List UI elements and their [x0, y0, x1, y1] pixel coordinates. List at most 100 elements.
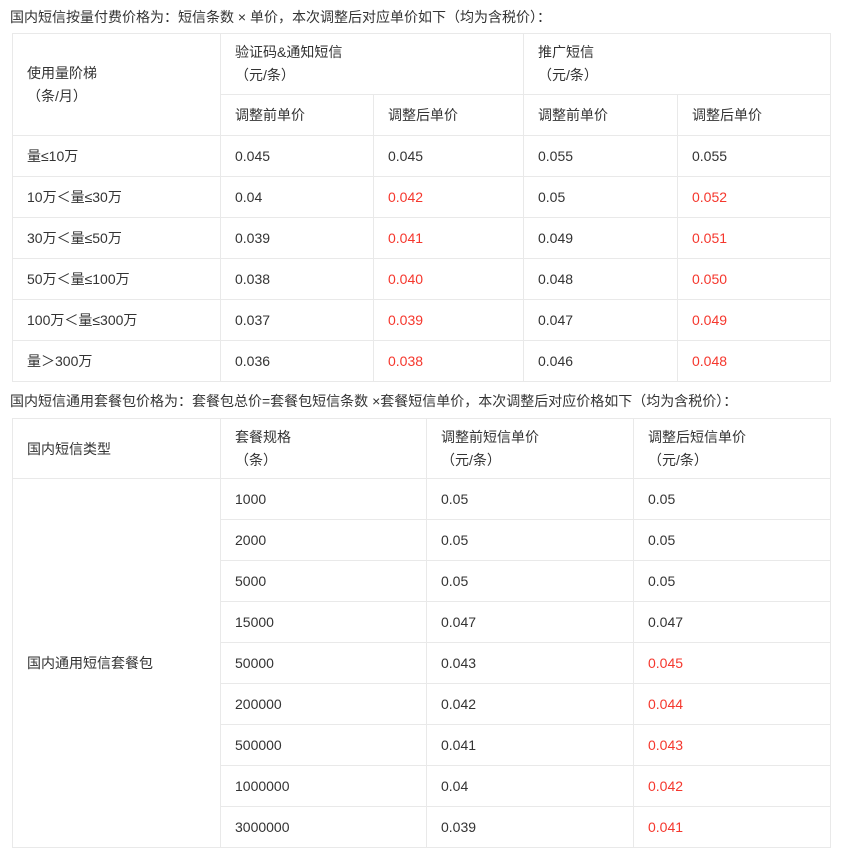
price-cell: 0.048: [523, 258, 678, 300]
price-cell: 0.05: [426, 560, 634, 602]
intro-package-pricing: 国内短信通用套餐包价格为：套餐包总价=套餐包短信条数 ×套餐短信单价，本次调整后…: [10, 393, 738, 409]
price-cell: 0.041: [373, 217, 524, 259]
group-unit: （元/条）: [235, 67, 295, 83]
price-cell: 0.044: [633, 683, 831, 725]
price-cell: 0.047: [426, 601, 634, 643]
usage-tier-header-line2: （条/月）: [27, 87, 87, 104]
price-cell: 0.051: [676, 217, 832, 259]
package-pricing-table: 国内短信类型 套餐规格 （条） 调整前短信单价 （元/条） 调整后短信单价 （元…: [12, 418, 831, 848]
price-cell: 0.040: [373, 258, 524, 300]
price-cell: 0.046: [523, 340, 678, 382]
price-cell: 0.04: [426, 765, 634, 807]
table-row: 5000 0.05 0.05: [13, 560, 831, 602]
usage-tier-header-line1: 使用量阶梯: [27, 64, 97, 81]
table-row: 200000 0.042 0.044: [13, 683, 831, 725]
table-row: 500000 0.041 0.043: [13, 724, 831, 766]
tier-cell: 量＞300万: [12, 340, 221, 382]
header-line1: 调整前短信单价: [441, 428, 539, 445]
tier-cell: 30万＜量≤50万: [12, 217, 221, 259]
after-price-header-cell: 调整后短信单价 （元/条）: [633, 418, 831, 479]
price-cell: 0.043: [426, 642, 634, 684]
tier-cell: 100万＜量≤300万: [12, 299, 221, 341]
price-cell: 0.05: [426, 478, 634, 520]
price-cell: 0.04: [220, 176, 374, 218]
price-cell: 0.045: [633, 642, 831, 684]
subheader-before-price: 调整前单价: [523, 94, 678, 136]
table-row: 1000000 0.04 0.042: [13, 765, 831, 807]
price-cell: 0.042: [373, 176, 524, 218]
table-row: 100万＜量≤300万 0.037 0.039 0.047 0.049: [12, 299, 832, 341]
spec-cell: 5000: [220, 560, 427, 602]
price-cell: 0.045: [373, 135, 524, 177]
table-row: 50000 0.043 0.045: [13, 642, 831, 684]
header-line2: （元/条）: [648, 451, 708, 468]
price-cell: 0.052: [676, 176, 832, 218]
price-cell: 0.039: [373, 299, 524, 341]
price-cell: 0.039: [426, 806, 634, 848]
table-subheader-row: 调整前单价 调整后单价 调整前单价 调整后单价: [13, 94, 832, 136]
table-row: 量＞300万 0.036 0.038 0.046 0.048: [12, 340, 832, 382]
spec-cell: 1000000: [220, 765, 427, 807]
tier-cell: 量≤10万: [12, 135, 221, 177]
price-cell: 0.049: [676, 299, 832, 341]
price-cell: 0.042: [426, 683, 634, 725]
table-row: 国内通用短信套餐包 1000 0.05 0.05: [12, 478, 831, 848]
price-cell: 0.047: [523, 299, 678, 341]
spec-cell: 2000: [220, 519, 427, 561]
group-unit: （元/条）: [538, 67, 598, 83]
subheader-before-price: 调整前单价: [220, 94, 374, 136]
subheader-after-price: 调整后单价: [676, 94, 832, 136]
price-cell: 0.043: [633, 724, 831, 766]
table-row: 30万＜量≤50万 0.039 0.041 0.049 0.051: [12, 217, 832, 259]
price-cell: 0.037: [220, 299, 374, 341]
spec-cell: 50000: [220, 642, 427, 684]
table-row: 量≤10万 0.045 0.045 0.055 0.055: [12, 135, 832, 177]
header-line1: 调整后短信单价: [648, 428, 746, 445]
price-cell: 0.048: [676, 340, 832, 382]
price-cell: 0.041: [426, 724, 634, 766]
spec-cell: 1000: [220, 478, 427, 520]
price-cell: 0.038: [373, 340, 524, 382]
group-title: 验证码&通知短信: [235, 44, 343, 60]
price-cell: 0.050: [676, 258, 832, 300]
price-cell: 0.049: [523, 217, 678, 259]
package-type-cell: 国内通用短信套餐包: [12, 478, 221, 848]
price-cell: 0.05: [523, 176, 678, 218]
table-row: 2000 0.05 0.05: [13, 519, 831, 561]
subheader-after-price: 调整后单价: [373, 94, 524, 136]
spec-cell: 200000: [220, 683, 427, 725]
table-header-row: 使用量阶梯 （条/月） 验证码&通知短信 （元/条） 推广短信 （元/条）: [12, 33, 832, 136]
price-cell: 0.05: [633, 478, 831, 520]
price-cell: 0.042: [633, 765, 831, 807]
price-cell: 0.039: [220, 217, 374, 259]
spec-cell: 3000000: [220, 806, 427, 848]
usage-tier-header-cell: 使用量阶梯 （条/月）: [12, 33, 221, 136]
price-cell: 0.041: [633, 806, 831, 848]
spec-cell: 15000: [220, 601, 427, 643]
price-cell: 0.05: [426, 519, 634, 561]
price-cell: 0.047: [633, 601, 831, 643]
price-cell: 0.05: [633, 519, 831, 561]
table-row: 15000 0.047 0.047: [13, 601, 831, 643]
before-price-header-cell: 调整前短信单价 （元/条）: [426, 418, 634, 479]
price-cell: 0.055: [523, 135, 678, 177]
price-cell: 0.045: [220, 135, 374, 177]
tier-cell: 10万＜量≤30万: [12, 176, 221, 218]
promotion-group-header: 推广短信 （元/条）: [522, 33, 832, 95]
header-line2: （元/条）: [441, 451, 501, 468]
header-line1: 套餐规格: [235, 428, 291, 445]
price-cell: 0.055: [676, 135, 832, 177]
table-header-row: 国内短信类型 套餐规格 （条） 调整前短信单价 （元/条） 调整后短信单价 （元…: [12, 418, 831, 479]
table-row: 10万＜量≤30万 0.04 0.042 0.05 0.052: [12, 176, 832, 218]
intro-pay-as-you-go: 国内短信按量付费价格为：短信条数 × 单价，本次调整后对应单价如下（均为含税价）…: [10, 9, 551, 25]
price-cell: 0.038: [220, 258, 374, 300]
price-cell: 0.036: [220, 340, 374, 382]
price-cell: 0.05: [633, 560, 831, 602]
tier-cell: 50万＜量≤100万: [12, 258, 221, 300]
group-title: 推广短信: [538, 44, 594, 60]
table-row: 50万＜量≤100万 0.038 0.040 0.048 0.050: [12, 258, 832, 300]
pay-as-you-go-pricing-table: 使用量阶梯 （条/月） 验证码&通知短信 （元/条） 推广短信 （元/条） 调整…: [12, 33, 832, 382]
table-row: 3000000 0.039 0.041: [13, 806, 831, 848]
verification-notification-group-header: 验证码&通知短信 （元/条）: [220, 33, 524, 95]
